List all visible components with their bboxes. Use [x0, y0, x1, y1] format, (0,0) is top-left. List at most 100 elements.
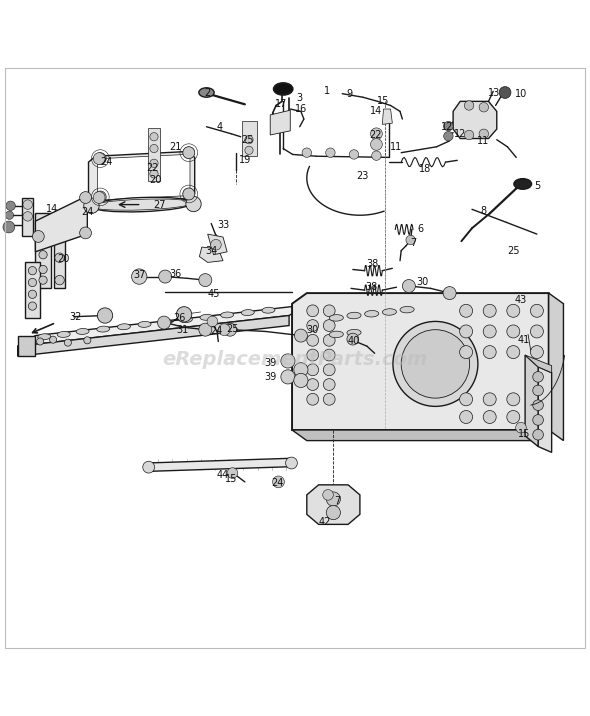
Text: 16: 16 [295, 104, 307, 114]
Circle shape [227, 468, 238, 478]
Text: 21: 21 [170, 142, 182, 152]
Circle shape [347, 333, 359, 345]
Ellipse shape [382, 309, 396, 315]
Ellipse shape [329, 331, 343, 338]
Ellipse shape [514, 178, 532, 189]
Circle shape [94, 191, 106, 203]
Text: 23: 23 [356, 171, 368, 181]
Polygon shape [292, 293, 549, 430]
Text: 41: 41 [518, 335, 530, 345]
Text: eReplacementParts.com: eReplacementParts.com [162, 349, 428, 369]
Circle shape [50, 337, 57, 343]
Text: 12: 12 [454, 129, 466, 139]
Circle shape [28, 266, 37, 275]
Circle shape [307, 379, 319, 390]
Text: 44: 44 [217, 470, 229, 480]
Circle shape [176, 306, 192, 322]
Ellipse shape [199, 88, 214, 97]
Text: 9: 9 [346, 89, 352, 99]
Circle shape [281, 354, 295, 368]
Text: 14: 14 [46, 204, 58, 214]
Ellipse shape [329, 314, 343, 321]
Circle shape [533, 400, 543, 410]
Circle shape [530, 304, 543, 317]
Text: 24: 24 [271, 478, 283, 488]
Text: 33: 33 [217, 221, 229, 231]
Circle shape [533, 372, 543, 382]
Ellipse shape [262, 307, 275, 313]
Circle shape [3, 221, 15, 233]
Circle shape [294, 329, 307, 342]
Circle shape [286, 457, 297, 469]
Ellipse shape [91, 198, 192, 212]
Circle shape [183, 188, 195, 200]
Ellipse shape [159, 319, 172, 325]
Text: 37: 37 [133, 271, 145, 281]
Circle shape [323, 393, 335, 405]
Ellipse shape [91, 199, 192, 211]
Text: 24: 24 [81, 207, 93, 217]
Circle shape [464, 101, 474, 110]
Circle shape [294, 373, 308, 387]
Circle shape [460, 393, 473, 406]
Text: 39: 39 [264, 372, 276, 382]
Circle shape [23, 212, 32, 221]
Polygon shape [18, 316, 289, 357]
Circle shape [150, 170, 158, 178]
Ellipse shape [347, 312, 361, 319]
Text: 6: 6 [417, 224, 423, 234]
Text: 26: 26 [173, 313, 185, 323]
Circle shape [199, 323, 212, 337]
Circle shape [97, 308, 113, 323]
Ellipse shape [117, 324, 130, 329]
Text: 22: 22 [369, 130, 382, 140]
Bar [35, 213, 51, 289]
Text: 38: 38 [366, 282, 378, 292]
Circle shape [93, 192, 105, 203]
Circle shape [479, 102, 489, 112]
Text: 36: 36 [170, 269, 182, 279]
Text: 12: 12 [441, 122, 453, 132]
Bar [54, 229, 65, 289]
Text: 22: 22 [146, 163, 159, 173]
Circle shape [32, 231, 44, 242]
Text: 18: 18 [419, 164, 431, 174]
Text: 42: 42 [319, 517, 330, 527]
Circle shape [150, 145, 158, 153]
Polygon shape [292, 430, 549, 440]
Text: 14: 14 [371, 107, 382, 117]
Text: 24: 24 [210, 326, 222, 337]
Circle shape [443, 286, 456, 299]
Circle shape [159, 270, 172, 283]
Circle shape [273, 476, 284, 488]
Circle shape [5, 211, 14, 219]
Circle shape [323, 364, 335, 376]
Text: 25: 25 [507, 246, 520, 256]
Circle shape [281, 369, 295, 384]
Bar [148, 128, 160, 181]
Circle shape [323, 334, 335, 347]
Ellipse shape [97, 326, 110, 332]
Text: 25: 25 [226, 324, 239, 334]
Text: 40: 40 [348, 337, 360, 347]
Circle shape [23, 200, 32, 209]
Polygon shape [453, 102, 497, 138]
Circle shape [150, 132, 158, 141]
Circle shape [55, 231, 64, 240]
Polygon shape [146, 458, 295, 471]
Text: 30: 30 [417, 278, 428, 288]
Circle shape [186, 196, 201, 212]
Text: 43: 43 [514, 295, 526, 305]
Text: 8: 8 [481, 205, 487, 216]
Text: 11: 11 [477, 136, 489, 146]
Text: 15: 15 [518, 428, 530, 438]
Text: 3: 3 [297, 93, 303, 103]
Text: 20: 20 [150, 175, 162, 185]
Circle shape [323, 379, 335, 390]
Ellipse shape [138, 321, 151, 327]
Polygon shape [549, 293, 563, 440]
Circle shape [349, 150, 359, 159]
Circle shape [183, 147, 195, 158]
Ellipse shape [200, 314, 213, 320]
Ellipse shape [221, 312, 234, 318]
